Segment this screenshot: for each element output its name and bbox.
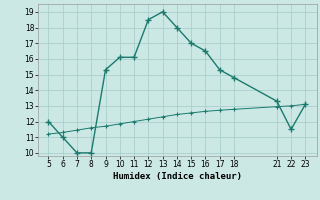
X-axis label: Humidex (Indice chaleur): Humidex (Indice chaleur) [113, 172, 242, 181]
